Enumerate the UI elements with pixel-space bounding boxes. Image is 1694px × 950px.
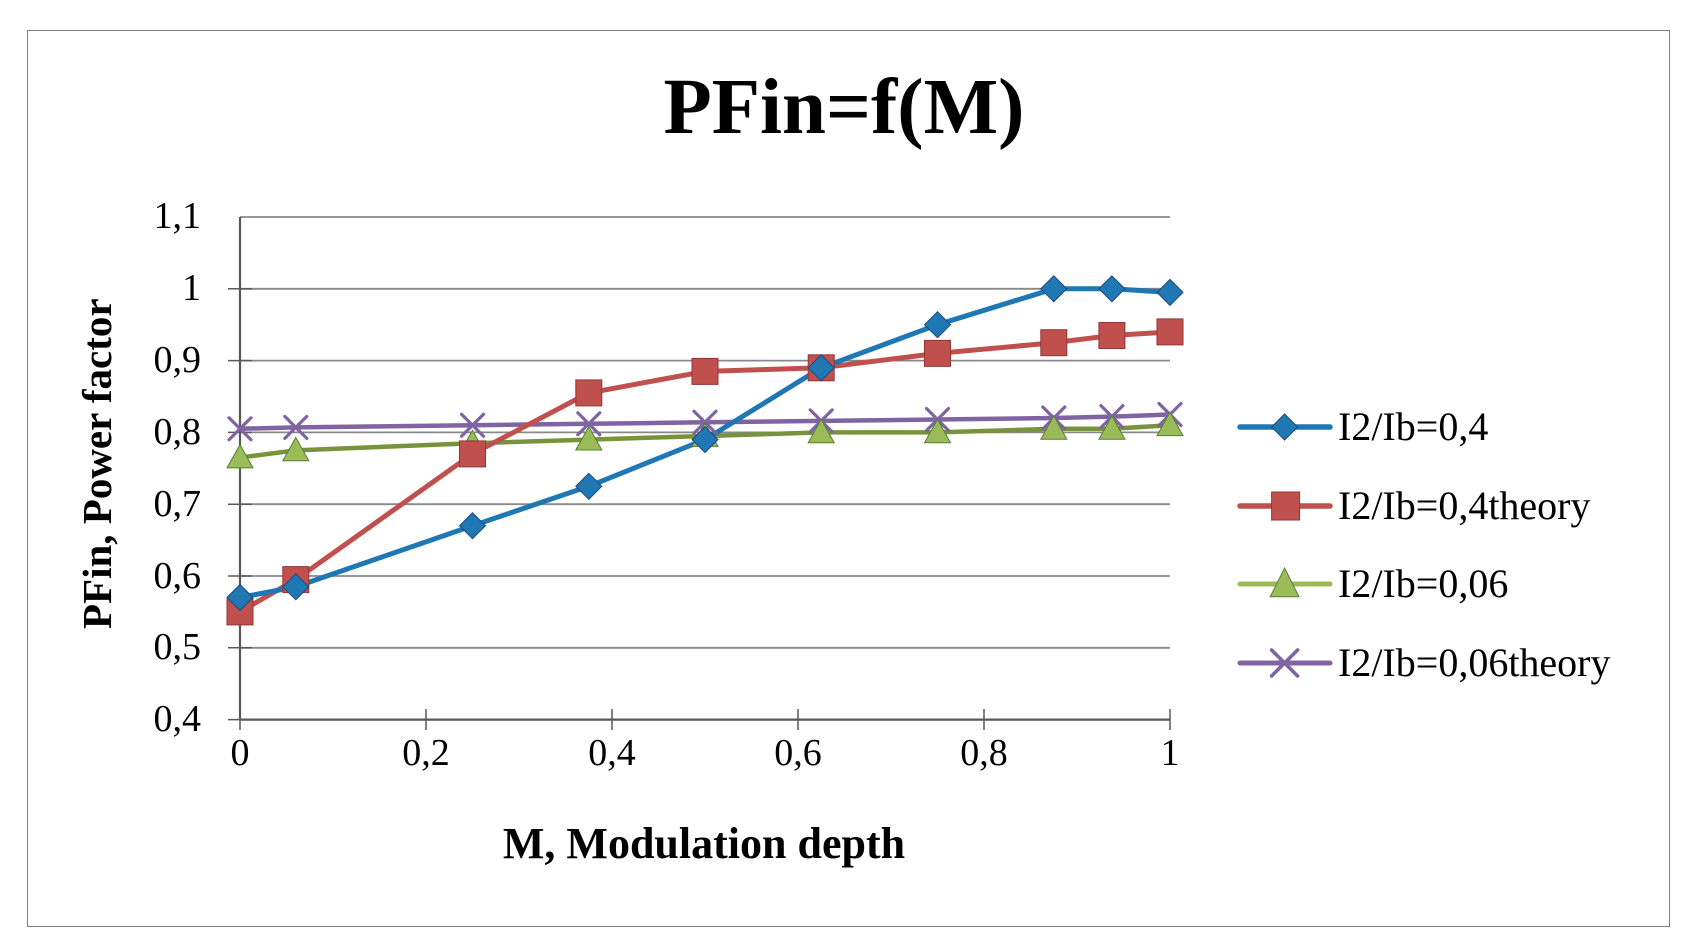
svg-text:0,8: 0,8 bbox=[960, 732, 1008, 774]
svg-text:I2/Ib=0,06theory: I2/Ib=0,06theory bbox=[1338, 640, 1611, 685]
svg-text:0,6: 0,6 bbox=[774, 732, 822, 774]
svg-text:0,4: 0,4 bbox=[154, 698, 202, 740]
svg-text:0: 0 bbox=[231, 732, 250, 774]
svg-text:0,7: 0,7 bbox=[154, 483, 202, 525]
svg-text:0,9: 0,9 bbox=[154, 339, 202, 381]
svg-text:0,8: 0,8 bbox=[154, 411, 202, 453]
svg-text:I2/Ib=0,06: I2/Ib=0,06 bbox=[1338, 561, 1508, 606]
svg-text:1,1: 1,1 bbox=[154, 195, 202, 237]
svg-text:I2/Ib=0,4theory: I2/Ib=0,4theory bbox=[1338, 483, 1591, 528]
svg-text:0,2: 0,2 bbox=[402, 732, 450, 774]
svg-text:0,6: 0,6 bbox=[154, 555, 202, 597]
svg-text:I2/Ib=0,4: I2/Ib=0,4 bbox=[1338, 404, 1488, 449]
svg-text:1: 1 bbox=[182, 267, 201, 309]
svg-text:0,5: 0,5 bbox=[154, 626, 202, 668]
svg-text:0,4: 0,4 bbox=[588, 732, 636, 774]
svg-text:1: 1 bbox=[1161, 732, 1180, 774]
